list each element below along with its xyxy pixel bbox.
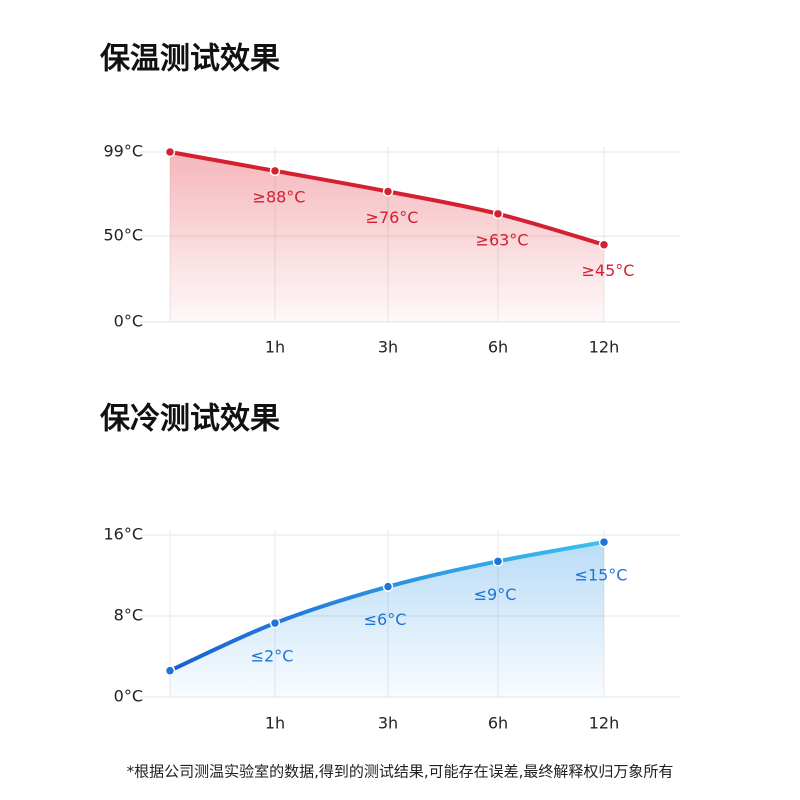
- y-tick-label: 16°C: [103, 525, 143, 544]
- y-tick-label: 0°C: [114, 687, 143, 706]
- x-tick-label: 3h: [378, 714, 398, 733]
- point: [492, 208, 504, 220]
- point: [164, 665, 176, 676]
- x-tick-label: 1h: [265, 338, 285, 357]
- data-label: ≥76°C: [366, 208, 419, 227]
- x-tick-label: 3h: [378, 338, 398, 357]
- area: [170, 152, 604, 322]
- annotation: ≤15°C: [575, 566, 628, 585]
- data-label: ≥63°C: [476, 230, 529, 249]
- data-label: ≥45°C: [582, 261, 635, 280]
- point: [598, 536, 610, 548]
- point: [269, 165, 281, 177]
- annotation: ≤2°C: [251, 647, 294, 666]
- point: [382, 581, 394, 592]
- chart-title: 保温测试效果: [100, 42, 280, 77]
- y-tick-label: 50°C: [103, 226, 143, 245]
- point: [164, 146, 176, 158]
- point: [598, 239, 610, 250]
- annotation: ≤9°C: [474, 585, 517, 604]
- y-tick-label: 0°C: [114, 312, 143, 331]
- annotation: ≤6°C: [364, 610, 407, 629]
- x-tick-label: 6h: [488, 338, 508, 357]
- area: [170, 542, 604, 697]
- x-tick-label: 6h: [488, 714, 508, 733]
- chart-title: 保冷测试效果: [100, 402, 280, 437]
- footnote: *根据公司测温实验室的数据,得到的测试结果,可能存在误差,最终解释权归万象所有: [127, 763, 674, 781]
- x-tick-label: 1h: [265, 714, 285, 733]
- x-tick-label: 12h: [589, 338, 620, 357]
- data-label: ≥88°C: [253, 187, 306, 206]
- point: [269, 617, 281, 629]
- y-tick-label: 99°C: [103, 142, 143, 161]
- y-tick-label: 8°C: [114, 606, 143, 625]
- point: [492, 556, 504, 567]
- x-tick-label: 12h: [589, 714, 620, 733]
- point: [382, 186, 394, 197]
